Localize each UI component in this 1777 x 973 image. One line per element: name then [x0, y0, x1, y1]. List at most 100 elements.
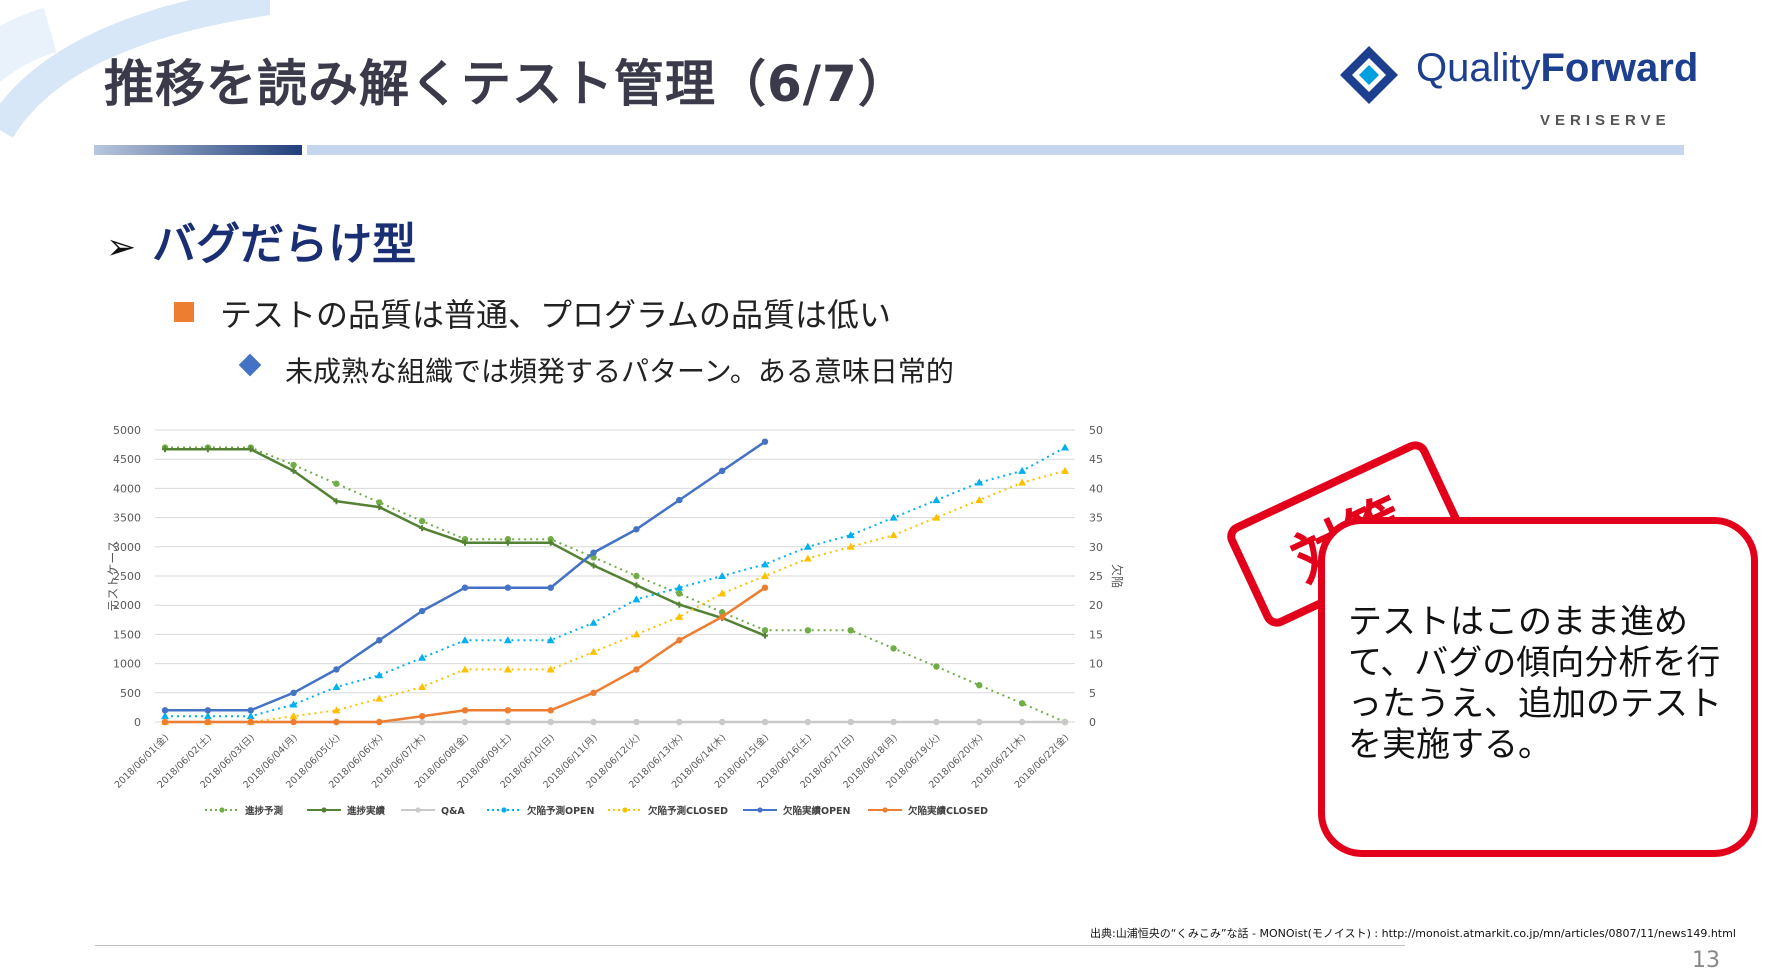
y-left-tick-label: 0 [134, 716, 141, 729]
data-point [590, 689, 597, 696]
bullet-level2: 未成熟な組織では頻発するパターン。ある意味日常的 [285, 355, 954, 388]
data-point [676, 601, 683, 608]
legend-swatch-marker [757, 807, 763, 813]
data-point [761, 584, 769, 591]
data-point [418, 712, 426, 720]
data-point [247, 446, 254, 453]
data-point [718, 609, 726, 616]
data-point [290, 718, 297, 726]
legend-label: 欠陥予測CLOSED [648, 805, 728, 817]
y-right-tick-label: 45 [1089, 453, 1103, 466]
data-point [847, 718, 854, 726]
data-point [804, 627, 812, 634]
data-point [633, 666, 640, 673]
series-line-0 [165, 446, 1066, 723]
data-point [247, 707, 254, 714]
y-left-tick-label: 500 [120, 687, 141, 700]
series-line-6 [165, 586, 766, 724]
data-point [676, 496, 683, 504]
logo-subtitle: VERISERVE [1540, 112, 1671, 129]
y-left-axis-title: テストケース [106, 540, 120, 611]
data-point [1061, 718, 1069, 726]
series-line-3 [165, 446, 1066, 718]
data-point [290, 467, 297, 474]
data-point [461, 536, 469, 543]
data-point [1061, 466, 1069, 474]
logo-name-light: Quality [1416, 46, 1541, 90]
data-point [890, 718, 897, 726]
company-logo: QualityForward VERISERVE [1338, 40, 1698, 130]
data-point [333, 480, 340, 487]
page-number: 13 [1692, 948, 1720, 973]
data-point [932, 496, 941, 504]
legend-label: 進捗実績 [347, 805, 386, 817]
data-point [333, 666, 340, 673]
y-right-tick-label: 40 [1089, 482, 1103, 495]
data-point [676, 718, 683, 726]
data-point [976, 682, 983, 689]
logo-diamond-icon [1340, 46, 1398, 104]
data-point [1018, 466, 1027, 474]
data-point [761, 572, 769, 579]
data-point [889, 531, 898, 539]
data-point [461, 636, 469, 644]
legend-label: 欠陥実績OPEN [783, 805, 851, 817]
data-point [590, 718, 597, 726]
data-point [375, 694, 384, 702]
legend-swatch-marker [415, 807, 421, 813]
data-point [203, 712, 212, 720]
legend-swatch-marker [219, 807, 225, 813]
data-point [590, 554, 597, 561]
decorative-arc [0, 0, 270, 139]
data-point [332, 706, 341, 714]
legend-swatch-marker [501, 807, 507, 813]
data-point [718, 467, 726, 475]
data-point [633, 526, 640, 533]
data-point [419, 525, 426, 532]
square-bullet-icon [174, 302, 194, 322]
y-left-tick-label: 5000 [113, 425, 141, 437]
y-right-tick-label: 20 [1089, 599, 1103, 612]
data-point [761, 560, 769, 568]
data-point [376, 499, 383, 506]
data-point [461, 718, 469, 726]
data-point [333, 718, 340, 726]
data-point [761, 438, 769, 445]
y-right-tick-label: 10 [1089, 658, 1103, 671]
data-point [718, 613, 726, 621]
data-point [633, 572, 640, 580]
y-right-tick-label: 35 [1089, 512, 1103, 525]
data-point [889, 513, 898, 521]
section-heading-text: バグだらけ型 [152, 219, 417, 270]
data-point [632, 595, 641, 603]
y-left-tick-label: 1000 [113, 658, 141, 671]
data-point [546, 636, 555, 644]
data-point [289, 712, 298, 720]
legend-label: 進捗予測 [245, 805, 283, 817]
y-right-axis-title: 欠陥 [1110, 564, 1125, 588]
slide-title: 推移を読み解くテスト管理（6/7） [104, 55, 909, 113]
data-point [589, 647, 598, 655]
data-point [718, 718, 726, 726]
data-point [289, 700, 298, 708]
legend-label: 欠陥予測OPEN [527, 805, 595, 817]
data-point [504, 584, 512, 591]
data-point [375, 671, 384, 679]
series-line-4 [165, 469, 1066, 723]
data-point [503, 636, 512, 644]
data-point [204, 446, 211, 453]
data-point [933, 663, 940, 670]
title-underline [307, 145, 1684, 155]
data-point [547, 707, 554, 714]
y-left-tick-label: 4000 [113, 482, 141, 495]
data-point [418, 718, 426, 726]
data-point [762, 632, 768, 639]
bullet-level1-text: テストの品質は普通、プログラムの品質は低い [220, 296, 892, 334]
data-point [933, 718, 940, 726]
data-point [546, 665, 555, 673]
data-point [718, 572, 727, 579]
data-point [976, 718, 983, 726]
footer-divider [95, 945, 1405, 946]
countermeasure-text: テストはこのまま進めて、バグの傾向分析を行ったうえ、追加のテストを実施する。 [1348, 602, 1722, 765]
data-point [1018, 718, 1026, 726]
